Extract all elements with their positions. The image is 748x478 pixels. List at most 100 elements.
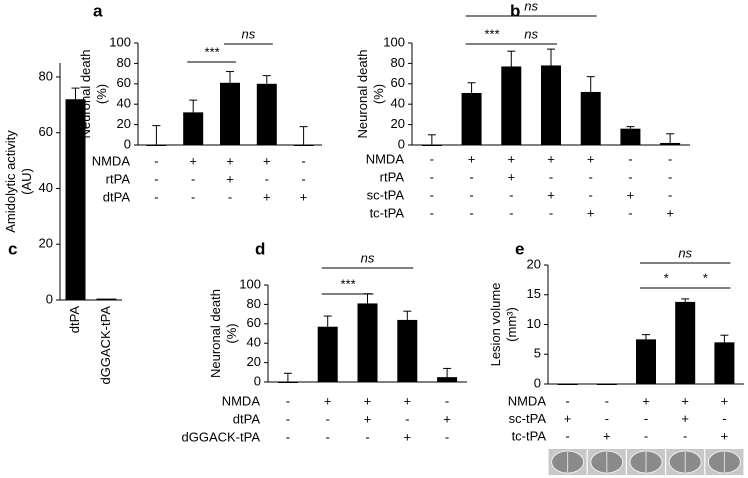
condition-sign: + [681,411,689,426]
condition-sign: + [263,153,271,168]
condition-sign: - [405,411,409,426]
panel-label: b [510,1,520,20]
bar [714,342,735,384]
condition-sign: - [469,187,473,202]
significance-label: *** [484,26,500,41]
condition-sign: - [154,171,158,186]
condition-name: sc-tPA [367,187,405,202]
condition-sign: + [226,153,234,168]
condition-sign: - [469,205,473,220]
condition-sign: - [509,187,513,202]
significance-label: *** [340,276,356,291]
error-bar [262,75,271,84]
condition-sign: + [587,151,595,166]
condition-sign: - [430,169,434,184]
condition-sign: + [721,393,729,408]
condition-name: sc-tPA [509,411,547,426]
y-axis-label-line: (%) [224,323,239,343]
bar [620,128,641,145]
y-axis-label: Neuronal death(%) [355,50,386,139]
error-bar [586,76,595,92]
condition-name: NMDA [366,151,405,166]
condition-sign: + [642,393,650,408]
condition-sign: + [603,428,611,443]
error-bar [642,334,650,340]
y-axis-label: Lesion volume(mm³) [488,283,519,367]
condition-sign: + [404,429,412,444]
error-bar [547,48,555,66]
bar [256,83,277,145]
panel-label: a [93,1,103,20]
y-tick-label: 15 [527,286,541,301]
condition-sign: - [565,393,569,408]
bar [421,145,442,146]
x-tick-label: dGGACK-tPA [98,306,113,385]
condition-sign: - [668,169,672,184]
condition-sign: - [683,428,687,443]
condition-sign: - [469,169,473,184]
y-axis-label: Neuronal death(%) [208,289,239,378]
y-tick-label: 60 [117,75,131,90]
bar [437,377,458,382]
condition-sign: - [589,169,593,184]
error-bar [299,126,308,145]
error-bar [403,310,412,320]
condition-sign: + [189,153,197,168]
condition-name: dtPA [103,189,131,204]
error-bar [152,125,161,145]
condition-sign: + [300,189,308,204]
bar [501,66,522,145]
condition-sign: + [564,411,572,426]
y-tick-label: 100 [109,34,131,49]
bar [596,384,617,385]
y-tick-label: 10 [527,316,541,331]
condition-sign: - [430,151,434,166]
condition-name: NMDA [508,393,547,408]
y-axis-label: Amidolytic activity(AU) [3,130,34,233]
bar [660,142,681,145]
error-bar [467,82,476,93]
y-tick-label: 60 [391,75,405,90]
condition-sign: + [226,171,234,186]
condition-sign: - [549,205,553,220]
y-tick-label: 40 [247,335,261,350]
condition-sign: + [263,189,271,204]
bar [146,145,167,146]
significance-label: * [663,270,669,285]
condition-sign: - [365,429,369,444]
condition-sign: + [443,411,451,426]
condition-sign: - [228,189,232,204]
condition-sign: - [430,187,434,202]
condition-sign: - [565,428,569,443]
y-tick-label: 0 [534,375,541,390]
condition-sign: - [286,393,290,408]
error-bar [720,334,729,343]
condition-sign: - [326,411,330,426]
condition-name: NMDA [222,393,261,408]
significance-label: ns [242,26,256,41]
y-tick-label: 80 [391,55,405,70]
condition-sign: + [666,205,674,220]
error-bar [323,315,332,327]
condition-sign: - [605,393,609,408]
error-bar [427,134,436,145]
panel-label: d [255,239,265,258]
condition-sign: + [404,393,412,408]
significance-label: ns [678,245,692,260]
y-tick-label: 80 [117,55,131,70]
condition-sign: + [587,205,595,220]
y-tick-label: 20 [117,116,131,131]
error-bar [681,298,690,302]
bar [65,99,86,300]
bar [96,298,117,300]
significance-label: *** [204,44,220,59]
condition-sign: - [301,171,305,186]
y-axis-label-line: (%) [94,84,109,104]
condition-sign: + [721,428,729,443]
error-bar [507,50,516,67]
y-tick-label: 100 [239,276,261,291]
condition-sign: - [191,171,195,186]
bar [557,384,578,385]
condition-name: tc-tPA [512,428,547,443]
